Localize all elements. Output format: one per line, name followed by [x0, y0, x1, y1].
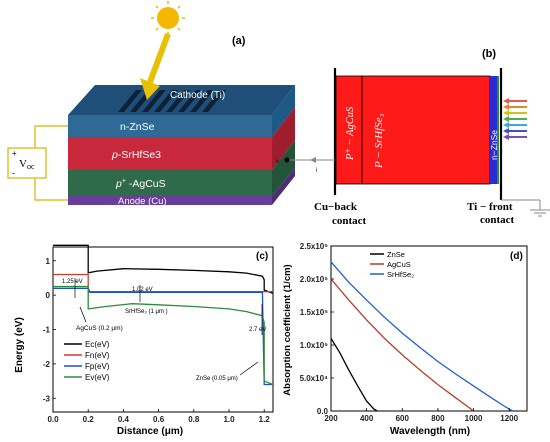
b-znse-label: n−ZnSe	[489, 130, 499, 160]
x-tick-label: 1200	[500, 414, 518, 423]
legend-label: Ec(eV)	[85, 340, 110, 349]
voc-plus: +	[12, 149, 17, 158]
ground-icon	[530, 209, 550, 217]
x-tick-label: 1000	[465, 414, 483, 423]
b-srhfse3-layer	[361, 75, 491, 185]
d-plot-frame	[330, 245, 528, 412]
panel-c-label: (c)	[256, 251, 268, 262]
b-agcus-label: P⁺ − AgCuS	[345, 106, 356, 161]
x-tick-label: 0.2	[83, 415, 95, 424]
legend-label: AgCuS	[387, 260, 411, 269]
srhfse3-label: p-SrHfSe3	[111, 149, 161, 161]
c-xlabel: Distance (μm)	[117, 426, 183, 437]
legend-label: SrHfSe₂	[387, 270, 414, 279]
d-ylabel: Absorption coefficient (1/cm)	[282, 264, 293, 395]
c-ann-srhfse3: SrHfSe₃ (1 μm )	[125, 309, 168, 315]
y-tick-label: 1.5x10⁵	[300, 308, 328, 317]
panel-c: 0.0 0.2 0.4 0.6 0.8 1.0 1.2 1 0 -1 -2 -3 (c) Energy…	[14, 244, 274, 437]
series-line-agcus	[330, 278, 474, 412]
srhfse3-side	[272, 107, 295, 170]
b-back-contact-label-1: Cu−back	[314, 201, 358, 213]
znse-layer	[68, 115, 272, 137]
x-tick-label: 1.0	[223, 415, 235, 424]
legend-label: ZnSe	[387, 250, 405, 259]
x-tick-label: 1.2	[259, 415, 271, 424]
panel-d-label: (d)	[510, 251, 523, 262]
series-line-znse	[330, 338, 378, 412]
anode-layer	[68, 196, 272, 205]
c-ann-znse: ZnSe (0.05 μm)	[196, 376, 238, 382]
sun-icon	[151, 1, 185, 35]
c-plot-area	[53, 244, 274, 386]
anode-side	[272, 168, 295, 205]
c-legend: Ec(eV) Fn(eV) Fp(eV) Ev(eV)	[64, 340, 110, 382]
b-terminal	[284, 157, 290, 163]
d-plot-area	[330, 261, 514, 412]
y-tick-label: 2.5x10⁵	[300, 242, 328, 251]
series-line-srhfse	[330, 261, 514, 412]
y-tick-label: 0	[46, 291, 51, 300]
x-tick-label: 0.8	[188, 415, 200, 424]
y-tick-label: 5.0x10⁴	[300, 374, 328, 383]
agcus-label: p+ -AgCuS	[115, 178, 166, 190]
legend-label: Fp(eV)	[85, 362, 110, 371]
y-tick-label: 1	[46, 257, 51, 266]
b-v-label: v	[276, 159, 279, 165]
c-ann-27: 2.7 eV	[249, 327, 266, 333]
panel-a: (a) Cathode (Ti	[7, 1, 295, 207]
c-annotation-arrows	[74, 278, 263, 376]
series-line-ecev	[53, 244, 274, 295]
x-tick-label: 0.6	[153, 415, 165, 424]
znse-label: n-ZnSe	[120, 121, 155, 133]
c-axis-ticks: 0.0 0.2 0.4 0.6 0.8 1.0 1.2 1 0 -1 -2 -3	[43, 257, 270, 424]
b-srhfse3-label: P − SrHfSe₃	[373, 113, 385, 169]
incident-light-icon	[503, 98, 527, 140]
y-tick-label: -3	[43, 394, 51, 403]
c-ylabel: Energy (eV)	[14, 317, 25, 373]
y-tick-label: -1	[43, 326, 51, 335]
c-ann-125: 1.25 eV	[62, 279, 83, 285]
b-znse-layer	[490, 76, 498, 184]
x-tick-label: 800	[431, 414, 445, 423]
panel-b: (b) P⁺ − AgCuS P − SrHfSe₃ n−ZnSe v i	[276, 48, 550, 227]
c-ann-agcus: AgCuS (0.2 μm)	[76, 325, 123, 332]
legend-label: Fn(eV)	[85, 351, 110, 360]
x-tick-label: 200	[324, 414, 338, 423]
y-tick-label: -2	[43, 360, 51, 369]
b-front-contact-label-2: contact	[480, 214, 515, 226]
b-back-contact-label-2: contact	[332, 215, 367, 227]
c-ann-102: 1.02 eV	[132, 287, 153, 293]
light-arrow-icon	[140, 32, 171, 100]
cathode-label: Cathode (Ti)	[170, 90, 225, 101]
y-tick-label: 0.0	[317, 407, 329, 416]
y-tick-label: 2.0x10⁵	[300, 275, 328, 284]
panel-b-label: (b)	[482, 48, 496, 60]
legend-label: Ev(eV)	[85, 373, 110, 382]
x-tick-label: 600	[396, 414, 410, 423]
srhfse3-layer	[68, 137, 272, 170]
d-xlabel: Wavelength (nm)	[390, 426, 470, 437]
x-tick-label: 0.0	[47, 415, 59, 424]
d-axis-ticks: 200 400 600 800 1000 1200 0.0 5.0x10⁴ 1.0x10⁵ 1.5…	[300, 242, 519, 423]
anode-label: Anode (Cu)	[118, 196, 167, 207]
series-line-fnev	[53, 273, 273, 293]
y-tick-label: 1.0x10⁵	[300, 341, 328, 350]
panel-d: 200 400 600 800 1000 1200 0.0 5.0x10⁴ 1.0x10⁵ 1.5…	[282, 242, 528, 437]
voc-circuit: + - Voc	[7, 125, 68, 201]
x-tick-label: 400	[360, 414, 374, 423]
panel-a-label: (a)	[232, 35, 246, 47]
znse-side	[272, 85, 295, 137]
voc-minus: -	[12, 168, 15, 178]
series-line-evev	[53, 285, 274, 386]
b-i-label: i	[316, 168, 317, 174]
agcus-side	[272, 140, 295, 196]
b-front-contact-label-1: Ti − front	[467, 201, 513, 213]
x-tick-label: 0.4	[118, 415, 130, 424]
voc-label: Voc	[19, 158, 35, 171]
agcus-layer	[68, 170, 272, 196]
